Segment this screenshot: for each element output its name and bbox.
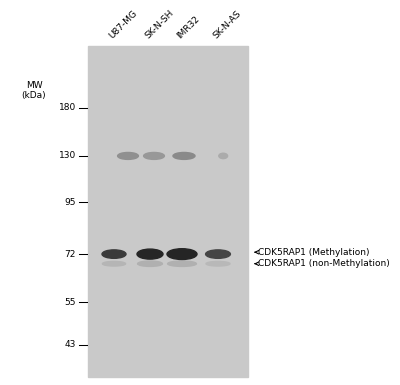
Ellipse shape — [168, 261, 196, 266]
Text: CDK5RAP1 (Methylation): CDK5RAP1 (Methylation) — [255, 248, 370, 257]
Text: 55: 55 — [64, 298, 76, 307]
Text: U87-MG: U87-MG — [108, 8, 140, 40]
Ellipse shape — [173, 152, 195, 159]
Text: 95: 95 — [64, 198, 76, 207]
Ellipse shape — [206, 250, 230, 258]
Text: IMR32: IMR32 — [176, 14, 202, 40]
Ellipse shape — [167, 249, 197, 259]
Text: 72: 72 — [65, 249, 76, 259]
Text: 180: 180 — [59, 103, 76, 112]
Ellipse shape — [138, 261, 162, 266]
Ellipse shape — [206, 261, 230, 266]
Text: CDK5RAP1 (non-Methylation): CDK5RAP1 (non-Methylation) — [255, 259, 390, 268]
Ellipse shape — [118, 152, 138, 159]
Text: 43: 43 — [65, 340, 76, 349]
Ellipse shape — [137, 249, 163, 259]
Text: SK-N-AS: SK-N-AS — [212, 9, 243, 40]
Text: MW
(kDa): MW (kDa) — [22, 81, 46, 100]
Ellipse shape — [144, 152, 164, 159]
Ellipse shape — [102, 261, 126, 266]
Ellipse shape — [102, 250, 126, 258]
Ellipse shape — [219, 153, 228, 159]
Bar — [88, 46, 248, 377]
Text: 130: 130 — [59, 151, 76, 161]
Text: SK-N-SH: SK-N-SH — [144, 8, 176, 40]
